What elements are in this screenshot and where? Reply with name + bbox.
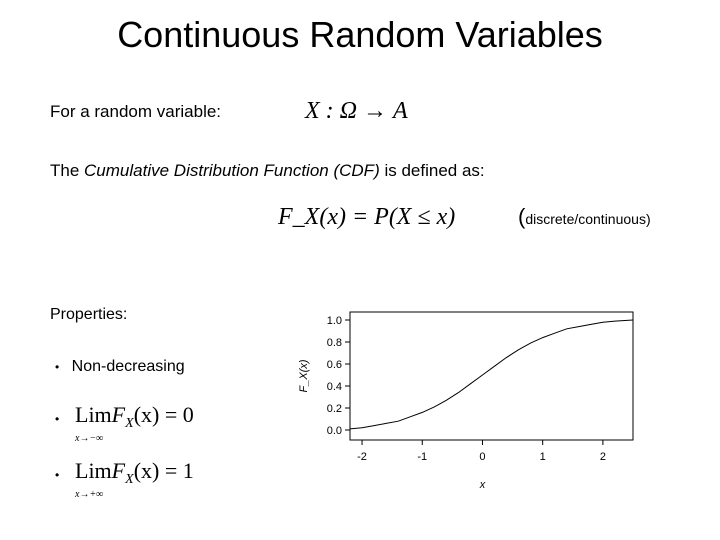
y-tick-label: 0.4 xyxy=(327,381,342,393)
lim-X-subscript: X xyxy=(125,472,134,487)
cdf-series-line xyxy=(349,319,634,430)
plot-frame xyxy=(349,311,634,441)
x-tick-label: 2 xyxy=(600,451,606,463)
cdf-text-prefix: The xyxy=(50,161,85,180)
slide-title: Continuous Random Variables xyxy=(117,14,603,55)
property-item-non-decreasing: • Non-decreasing xyxy=(55,358,185,376)
x-tick-label: 1 xyxy=(540,451,546,463)
y-axis-label: F_X(x) xyxy=(298,359,310,392)
y-tick-label: 1.0 xyxy=(327,315,342,327)
lim-rest: (x) = 0 xyxy=(133,402,194,427)
cdf-formula: F_X(x) = P(X ≤ x) xyxy=(278,204,456,230)
cdf-definition-text: The Cumulative Distribution Function (CD… xyxy=(50,161,485,181)
x-tick-label: -2 xyxy=(357,451,367,463)
lim-F: F xyxy=(111,402,126,427)
property-non-decreasing-label: Non-decreasing xyxy=(71,358,185,375)
cdf-note-paren: ( xyxy=(518,204,526,229)
cdf-text-suffix: is defined as: xyxy=(379,161,485,180)
y-tick-label: 0.2 xyxy=(327,403,342,415)
y-tick-label: 0.6 xyxy=(327,359,342,371)
lim-F: F xyxy=(111,458,126,483)
cdf-note-text: discrete/continuous) xyxy=(525,211,651,227)
random-variable-formula: X : Ω → A xyxy=(305,98,408,124)
bullet-icon: • xyxy=(55,412,60,426)
y-tick-label: 0.0 xyxy=(327,425,342,437)
lim-plus-infinity-formula: LimFX(x) = 1 x→+∞ xyxy=(75,460,194,506)
properties-heading: Properties: xyxy=(50,306,128,323)
cdf-note: (discrete/continuous) xyxy=(518,204,651,230)
bullet-icon: • xyxy=(55,468,60,482)
lim-sub: x→−∞ xyxy=(75,433,104,444)
lim-word: Lim xyxy=(75,458,112,483)
lim-word: Lim xyxy=(75,402,112,427)
random-variable-label: For a random variable: xyxy=(50,102,222,121)
cdf-text-italic: Cumulative Distribution Function (CDF) xyxy=(84,161,380,180)
lim-rest: (x) = 1 xyxy=(133,458,194,483)
x-tick-label: -1 xyxy=(417,451,427,463)
x-axis-label: x xyxy=(479,479,486,491)
y-tick-label: 0.8 xyxy=(327,337,342,349)
bullet-icon: • xyxy=(55,360,60,374)
lim-X-subscript: X xyxy=(125,416,134,431)
cdf-chart: 0.0 0.2 0.4 0.6 0.8 1.0 -2 -1 0 1 2 x F_X(x) xyxy=(298,311,634,491)
lim-sub: x→+∞ xyxy=(75,489,104,500)
lim-minus-infinity-formula: LimFX(x) = 0 x→−∞ xyxy=(75,404,194,450)
x-tick-label: 0 xyxy=(479,451,485,463)
